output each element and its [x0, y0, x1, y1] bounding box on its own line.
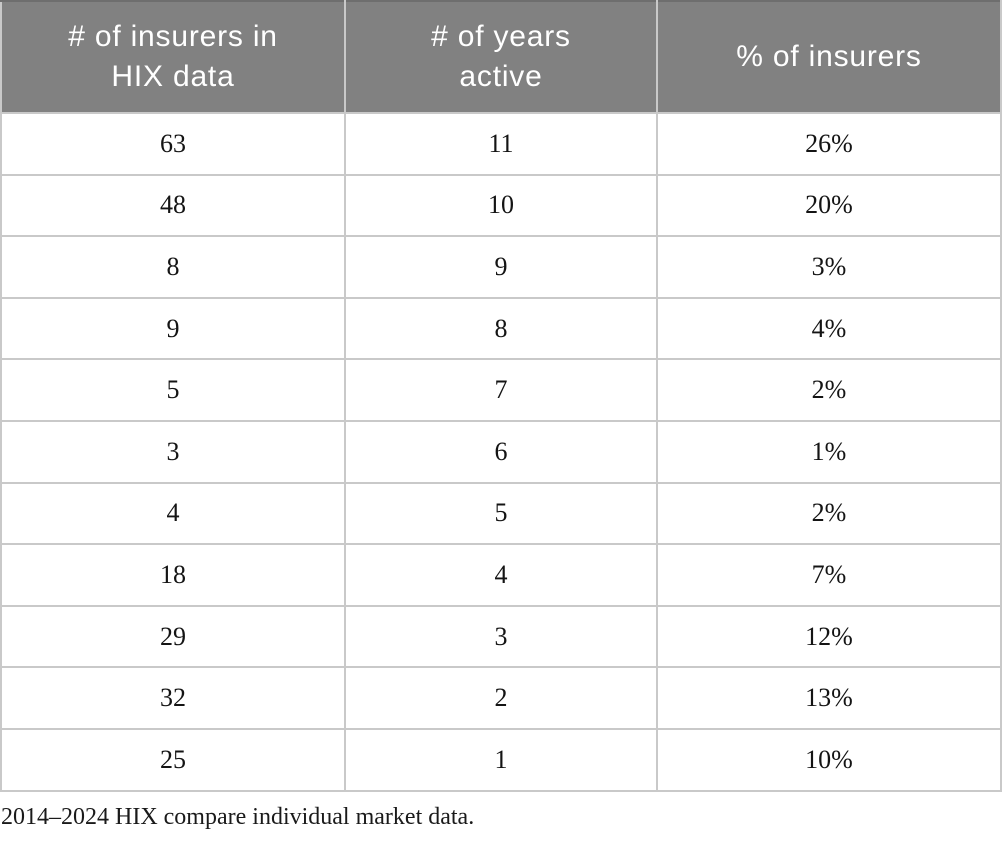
- table-row: 4 5 2%: [0, 481, 1003, 546]
- cell-pct-of-insurers: 26%: [655, 112, 1003, 176]
- table-row: 3 6 1%: [0, 419, 1003, 484]
- cell-years-active: 9: [344, 235, 658, 299]
- cell-years-active: 4: [344, 543, 658, 607]
- column-header-pct-of-insurers: % of insurers: [655, 0, 1003, 114]
- cell-insurers: 25: [0, 727, 346, 792]
- table-source-note: 2014–2024 HIX compare individual market …: [1, 803, 475, 830]
- table-row: 29 3 12%: [0, 604, 1003, 669]
- cell-insurers: 5: [0, 358, 346, 422]
- table-row: 48 10 20%: [0, 173, 1003, 238]
- cell-years-active: 5: [344, 481, 658, 546]
- cell-pct-of-insurers: 20%: [655, 173, 1003, 238]
- table-row: 5 7 2%: [0, 358, 1003, 422]
- cell-pct-of-insurers: 3%: [655, 235, 1003, 299]
- cell-pct-of-insurers: 1%: [655, 419, 1003, 484]
- cell-insurers: 48: [0, 173, 346, 238]
- cell-pct-of-insurers: 4%: [655, 296, 1003, 361]
- cell-pct-of-insurers: 13%: [655, 666, 1003, 730]
- cell-pct-of-insurers: 2%: [655, 358, 1003, 422]
- cell-pct-of-insurers: 12%: [655, 604, 1003, 669]
- cell-pct-of-insurers: 2%: [655, 481, 1003, 546]
- cell-insurers: 9: [0, 296, 346, 361]
- column-header-years-active: # of years active: [344, 0, 658, 114]
- table-body: 63 11 26% 48 10 20% 8 9 3% 9 8 4% 5 7: [0, 112, 1003, 792]
- cell-insurers: 4: [0, 481, 346, 546]
- table-row: 9 8 4%: [0, 296, 1003, 361]
- cell-years-active: 7: [344, 358, 658, 422]
- column-header-insurers-in-hix-data: # of insurers in HIX data: [0, 0, 346, 114]
- cell-years-active: 8: [344, 296, 658, 361]
- table-row: 25 1 10%: [0, 727, 1003, 792]
- insurers-by-years-active-table: # of insurers in HIX data # of years act…: [0, 0, 1003, 792]
- cell-pct-of-insurers: 7%: [655, 543, 1003, 607]
- cell-years-active: 11: [344, 112, 658, 176]
- cell-pct-of-insurers: 10%: [655, 727, 1003, 792]
- cell-years-active: 6: [344, 419, 658, 484]
- table-row: 32 2 13%: [0, 666, 1003, 730]
- cell-years-active: 1: [344, 727, 658, 792]
- table-row: 18 4 7%: [0, 543, 1003, 607]
- cell-insurers: 3: [0, 419, 346, 484]
- cell-years-active: 3: [344, 604, 658, 669]
- table-header: # of insurers in HIX data # of years act…: [0, 0, 1003, 114]
- table-row: 63 11 26%: [0, 112, 1003, 176]
- table-header-row: # of insurers in HIX data # of years act…: [0, 0, 1003, 114]
- cell-insurers: 29: [0, 604, 346, 669]
- table-row: 8 9 3%: [0, 235, 1003, 299]
- cell-insurers: 8: [0, 235, 346, 299]
- cell-insurers: 18: [0, 543, 346, 607]
- cell-years-active: 2: [344, 666, 658, 730]
- cell-insurers: 32: [0, 666, 346, 730]
- cell-insurers: 63: [0, 112, 346, 176]
- cell-years-active: 10: [344, 173, 658, 238]
